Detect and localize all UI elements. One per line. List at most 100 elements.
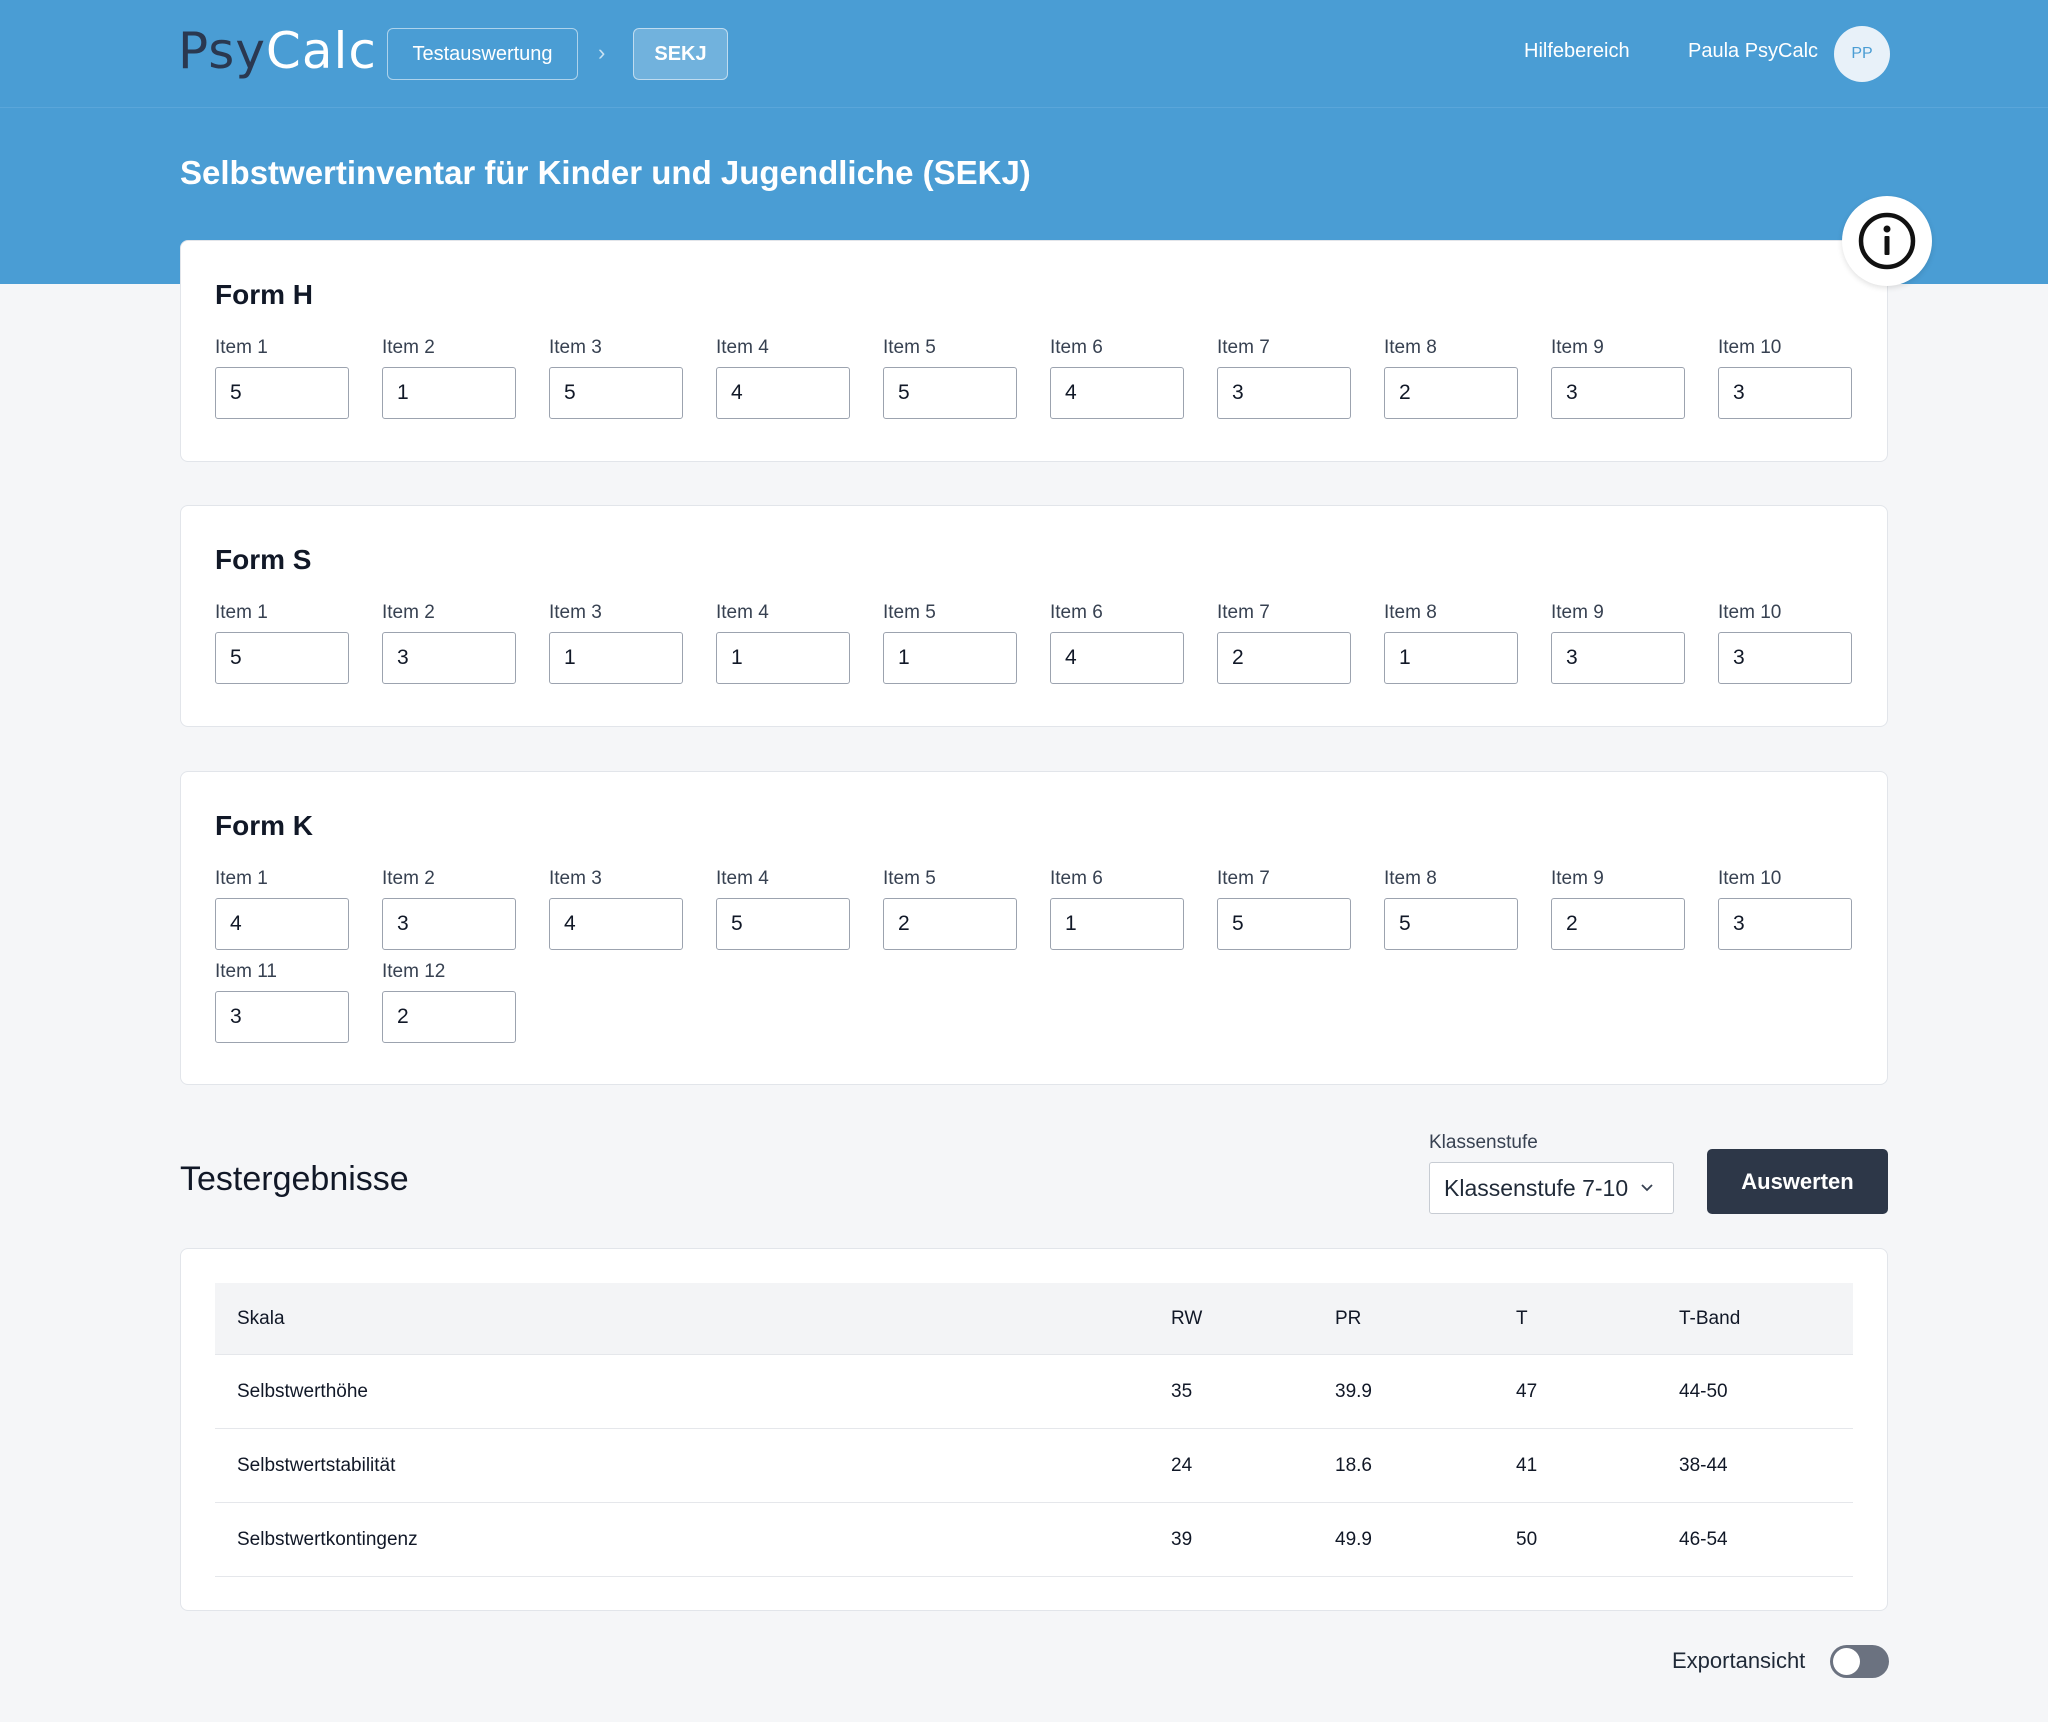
cell-rw: 39: [1171, 1528, 1193, 1550]
form-k-item-2-input[interactable]: [382, 898, 516, 950]
form-k-item-10-input[interactable]: [1718, 898, 1852, 950]
item-label: Item 5: [883, 868, 936, 889]
export-view-label: Exportansicht: [1672, 1648, 1806, 1673]
help-link[interactable]: Hilfebereich: [1524, 40, 1630, 62]
form-k-title: Form K: [215, 810, 313, 841]
form-s-item-9: Item 9: [1551, 602, 1685, 684]
cell-pr: 18.6: [1335, 1454, 1372, 1476]
form-s-item-4-input[interactable]: [716, 632, 850, 684]
form-s-item-1-input[interactable]: [215, 632, 349, 684]
form-k-item-1-input[interactable]: [215, 898, 349, 950]
item-label: Item 7: [1217, 337, 1270, 358]
page-title: Selbstwertinventar für Kinder und Jugend…: [180, 154, 1031, 191]
auswerten-button[interactable]: Auswerten: [1707, 1149, 1888, 1214]
column-header-tband: T-Band: [1679, 1307, 1741, 1329]
form-k-item-2: Item 2: [382, 868, 516, 950]
form-h-item-1: Item 1: [215, 337, 349, 419]
form-h-item-6: Item 6: [1050, 337, 1184, 419]
item-label: Item 3: [549, 868, 602, 889]
toggle-knob: [1833, 1648, 1860, 1675]
form-h-item-8-input[interactable]: [1384, 367, 1518, 419]
form-h-item-5-input[interactable]: [883, 367, 1017, 419]
item-label: Item 7: [1217, 868, 1270, 889]
cell-tband: 44-50: [1679, 1380, 1728, 1402]
form-s-item-8: Item 8: [1384, 602, 1518, 684]
item-label: Item 9: [1551, 337, 1604, 358]
breadcrumb-testauswertung[interactable]: Testauswertung: [387, 28, 578, 80]
breadcrumb-sekj[interactable]: SEKJ: [633, 28, 728, 80]
form-s-item-7-input[interactable]: [1217, 632, 1351, 684]
form-k-item-6-input[interactable]: [1050, 898, 1184, 950]
form-h-item-6-input[interactable]: [1050, 367, 1184, 419]
form-s-item-5-input[interactable]: [883, 632, 1017, 684]
form-s-item-9-input[interactable]: [1551, 632, 1685, 684]
form-k-item-11-input[interactable]: [215, 991, 349, 1043]
form-h-item-2: Item 2: [382, 337, 516, 419]
form-k-item-8: Item 8: [1384, 868, 1518, 950]
cell-skala: Selbstwertkontingenz: [237, 1528, 418, 1550]
form-h-item-10-input[interactable]: [1718, 367, 1852, 419]
avatar[interactable]: PP: [1834, 26, 1890, 82]
form-k-item-7-input[interactable]: [1217, 898, 1351, 950]
info-button[interactable]: [1842, 196, 1932, 286]
table-row: Selbstwertstabilität 24 18.6 41 38-44: [215, 1429, 1853, 1503]
cell-rw: 24: [1171, 1454, 1193, 1476]
form-k-item-3-input[interactable]: [549, 898, 683, 950]
form-h-item-7-input[interactable]: [1217, 367, 1351, 419]
form-s-item-7: Item 7: [1217, 602, 1351, 684]
psycalc-logo[interactable]: PsyCalc: [178, 22, 377, 80]
logo-text-psy: Psy: [178, 22, 266, 80]
cell-pr: 49.9: [1335, 1528, 1372, 1550]
item-label: Item 5: [883, 337, 936, 358]
table-header: Skala RW PR T T-Band: [215, 1283, 1853, 1355]
form-s-item-3-input[interactable]: [549, 632, 683, 684]
item-label: Item 1: [215, 868, 268, 889]
form-s-item-2: Item 2: [382, 602, 516, 684]
item-label: Item 6: [1050, 337, 1103, 358]
item-label: Item 9: [1551, 602, 1604, 623]
klassenstufe-value: Klassenstufe 7-10: [1444, 1174, 1629, 1201]
form-h-item-5: Item 5: [883, 337, 1017, 419]
form-s-item-2-input[interactable]: [382, 632, 516, 684]
cell-t: 50: [1516, 1528, 1538, 1550]
item-label: Item 2: [382, 602, 435, 623]
form-k-card: Form K Item 1 Item 2 Item 3 Item 4 Item 5 Ite…: [180, 771, 1888, 1085]
item-label: Item 6: [1050, 868, 1103, 889]
item-label: Item 4: [716, 337, 769, 358]
form-h-item-2-input[interactable]: [382, 367, 516, 419]
user-name-link[interactable]: Paula PsyCalc: [1688, 40, 1819, 62]
form-k-item-4-input[interactable]: [716, 898, 850, 950]
column-header-rw: RW: [1171, 1307, 1203, 1329]
item-label: Item 4: [716, 602, 769, 623]
form-h-item-7: Item 7: [1217, 337, 1351, 419]
form-k-item-5: Item 5: [883, 868, 1017, 950]
form-k-item-8-input[interactable]: [1384, 898, 1518, 950]
item-label: Item 1: [215, 337, 268, 358]
cell-tband: 38-44: [1679, 1454, 1728, 1476]
form-s-item-10: Item 10: [1718, 602, 1852, 684]
form-k-item-5-input[interactable]: [883, 898, 1017, 950]
chevron-down-icon: [1641, 1184, 1653, 1192]
form-h-item-8: Item 8: [1384, 337, 1518, 419]
form-k-item-9: Item 9: [1551, 868, 1685, 950]
form-k-item-4: Item 4: [716, 868, 850, 950]
form-s-item-1: Item 1: [215, 602, 349, 684]
form-k-item-11: Item 11: [215, 961, 349, 1043]
form-h-item-3: Item 3: [549, 337, 683, 419]
export-view-toggle[interactable]: [1830, 1645, 1889, 1678]
form-h-item-9-input[interactable]: [1551, 367, 1685, 419]
item-label: Item 9: [1551, 868, 1604, 889]
form-k-item-9-input[interactable]: [1551, 898, 1685, 950]
results-table-card: Skala RW PR T T-Band Selbstwerthöhe 35 3…: [180, 1248, 1888, 1611]
form-h-item-3-input[interactable]: [549, 367, 683, 419]
form-k-item-12-input[interactable]: [382, 991, 516, 1043]
form-h-title: Form H: [215, 279, 313, 310]
klassenstufe-select[interactable]: Klassenstufe 7-10: [1429, 1162, 1674, 1214]
form-s-item-8-input[interactable]: [1384, 632, 1518, 684]
cell-pr: 39.9: [1335, 1380, 1372, 1402]
results-title: Testergebnisse: [180, 1160, 409, 1198]
form-h-item-1-input[interactable]: [215, 367, 349, 419]
form-s-item-6-input[interactable]: [1050, 632, 1184, 684]
form-s-item-10-input[interactable]: [1718, 632, 1852, 684]
form-h-item-4-input[interactable]: [716, 367, 850, 419]
